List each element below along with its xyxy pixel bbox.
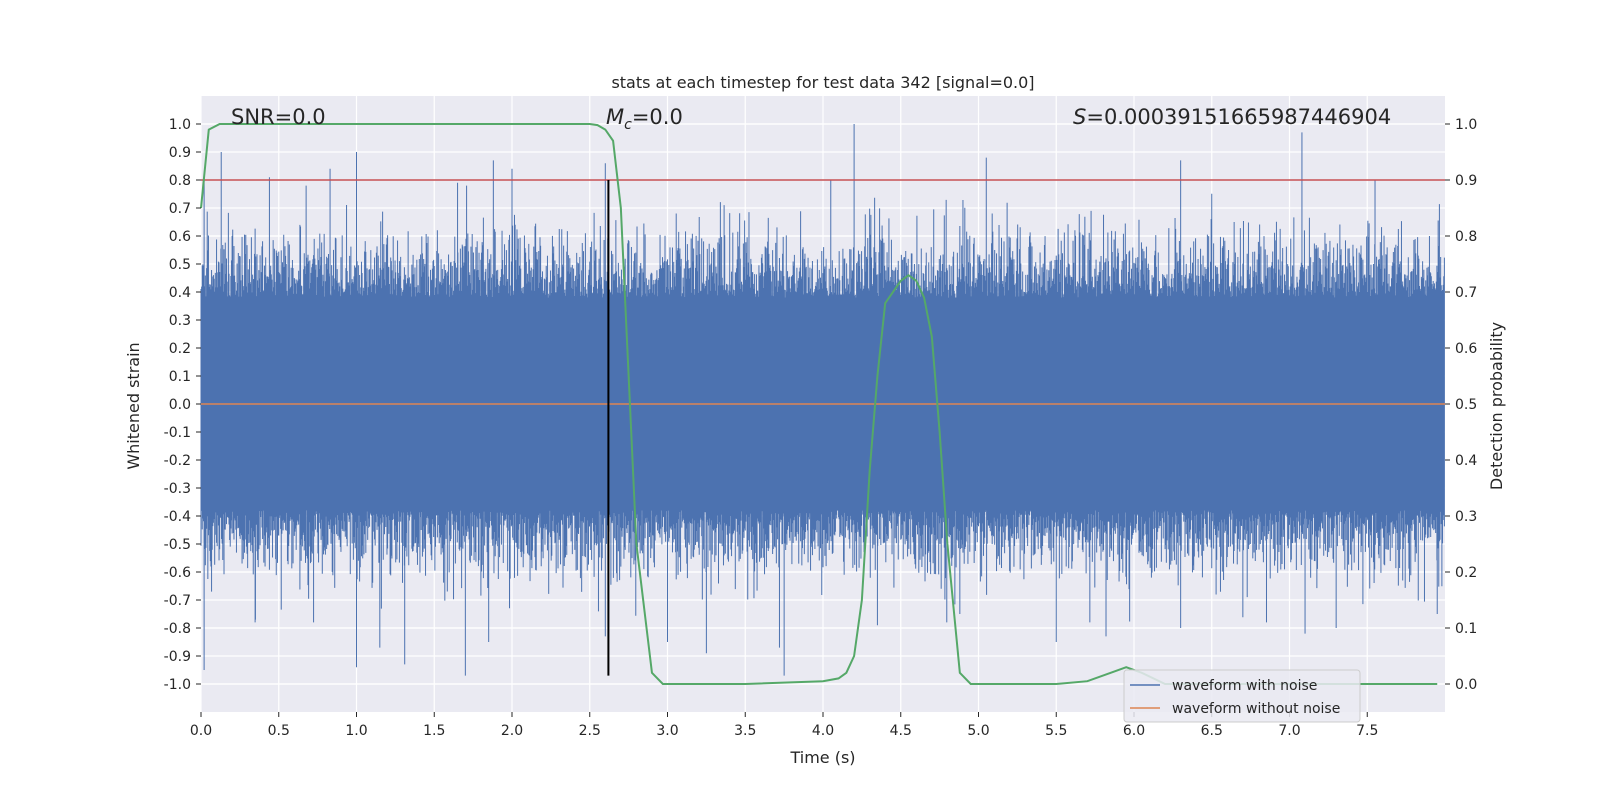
x-tick-label: 3.0 [656, 723, 678, 739]
x-tick-label: 4.5 [890, 723, 912, 739]
reference-lines [200, 123, 1445, 685]
x-tick-label: 7.0 [1278, 723, 1300, 739]
axes: 0.0 0.5 1.0 1.5 2.0 2.5 3.0 3.5 4.0 4.5 5.0 5.5 6.0 6… [164, 117, 1478, 739]
legend-label: waveform with noise [1172, 678, 1317, 694]
y-tick-label: 1.0 [169, 117, 191, 133]
y-tick-label: -0.6 [164, 565, 191, 581]
y-tick-label: -0.1 [164, 425, 191, 441]
y2-tick-label: 0.6 [1455, 341, 1477, 357]
y-tick-label: 0.7 [169, 201, 191, 217]
x-tick-label: 6.0 [1123, 723, 1145, 739]
y-tick-label: -0.8 [164, 621, 191, 637]
y2-tick-label: 1.0 [1455, 117, 1477, 133]
y2-tick-label: 0.1 [1455, 621, 1477, 637]
y2-tick-label: 0.9 [1455, 173, 1477, 189]
y2-tick-label: 0.2 [1455, 565, 1477, 581]
y-tick-label: -0.9 [164, 649, 191, 665]
legend-label: waveform without noise [1172, 701, 1340, 717]
y2-axis-label: Detection probability [1487, 322, 1506, 490]
y-tick-label: -0.3 [164, 481, 191, 497]
y-tick-label: 0.3 [169, 313, 191, 329]
legend-box [1123, 669, 1361, 723]
x-tick-label: 2.5 [579, 723, 601, 739]
y-tick-label: -0.2 [164, 453, 191, 469]
s-annotation: S=0.00039151665987446904 [1073, 105, 1391, 129]
y-tick-label: -0.4 [164, 509, 191, 525]
y-tick-label: 0.6 [169, 229, 191, 245]
y-tick-label: 0.4 [169, 285, 191, 301]
y-axis-label: Whitened strain [124, 342, 143, 469]
y-tick-label: -0.5 [164, 537, 191, 553]
x-tick-label: 1.5 [423, 723, 445, 739]
x-axis-label: Time (s) [789, 748, 855, 767]
y2-tick-label: 0.5 [1455, 397, 1477, 413]
y2-tick-label: 0.3 [1455, 509, 1477, 525]
y2-tick-label: 0.0 [1455, 677, 1477, 693]
chart-title: stats at each timestep for test data 342… [611, 73, 1034, 92]
y-tick-label: 0.8 [169, 173, 191, 189]
x-tick-label: 1.0 [345, 723, 367, 739]
y2-tick-label: 0.4 [1455, 453, 1477, 469]
y-tick-label: 0.9 [169, 145, 191, 161]
x-tick-label: 0.5 [268, 723, 290, 739]
y-tick-label: 0.1 [169, 369, 191, 385]
mc-symbol: M [606, 105, 624, 129]
series-detection-probability [200, 123, 1438, 685]
mc-annotation: Mc=0.0 [606, 105, 683, 133]
mc-value: =0.0 [632, 105, 683, 129]
y2-tick-label: 0.7 [1455, 285, 1477, 301]
x-tick-label: 5.5 [1045, 723, 1067, 739]
y-tick-label: -1.0 [164, 677, 191, 693]
snr-annotation: SNR=0.0 [231, 105, 326, 129]
x-tick-label: 5.0 [967, 723, 989, 739]
x-tick-label: 4.0 [812, 723, 834, 739]
y-tick-label: 0.2 [169, 341, 191, 357]
y-tick-label: 0.0 [169, 397, 191, 413]
x-tick-label: 2.0 [501, 723, 523, 739]
x-tick-label: 7.5 [1356, 723, 1378, 739]
s-symbol: S [1073, 105, 1086, 129]
y2-tick-label: 0.8 [1455, 229, 1477, 245]
x-tick-label: 6.5 [1201, 723, 1223, 739]
x-tick-label: 0.0 [190, 723, 212, 739]
y-tick-label: 0.5 [169, 257, 191, 273]
x-tick-label: 3.5 [734, 723, 756, 739]
legend: waveform with noise waveform without nois… [1123, 669, 1361, 723]
y-tick-label: -0.7 [164, 593, 191, 609]
s-value: =0.00039151665987446904 [1086, 105, 1391, 129]
mc-subscript: c [624, 117, 632, 133]
